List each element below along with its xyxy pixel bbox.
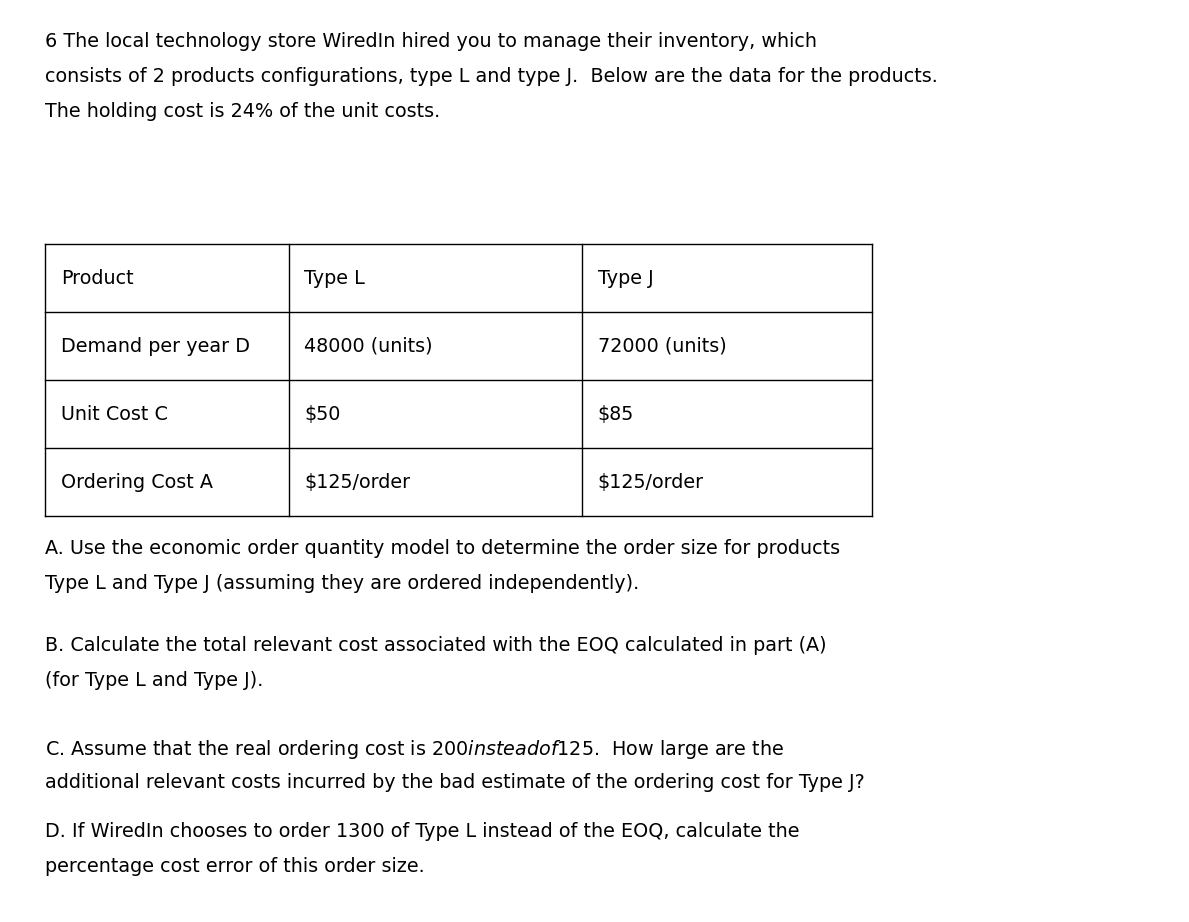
Text: $85: $85	[598, 405, 634, 424]
Text: $50: $50	[304, 405, 341, 424]
Text: C. Assume that the real ordering cost is $200 instead of $125.  How large are th: C. Assume that the real ordering cost is…	[45, 738, 785, 761]
Text: Product: Product	[61, 269, 133, 288]
Text: D. If WiredIn chooses to order 1300 of Type L instead of the EOQ, calculate the: D. If WiredIn chooses to order 1300 of T…	[45, 822, 800, 842]
Text: $125/order: $125/order	[304, 473, 410, 491]
Text: Type L and Type J (assuming they are ordered independently).: Type L and Type J (assuming they are ord…	[45, 574, 640, 594]
Text: additional relevant costs incurred by the bad estimate of the ordering cost for : additional relevant costs incurred by th…	[45, 773, 864, 792]
Text: Ordering Cost A: Ordering Cost A	[61, 473, 213, 491]
Text: The holding cost is 24% of the unit costs.: The holding cost is 24% of the unit cost…	[45, 102, 440, 122]
Text: percentage cost error of this order size.: percentage cost error of this order size…	[45, 857, 424, 877]
Text: 72000 (units): 72000 (units)	[598, 337, 726, 356]
Text: $125/order: $125/order	[598, 473, 704, 491]
Text: Demand per year D: Demand per year D	[61, 337, 250, 356]
Text: Type L: Type L	[304, 269, 365, 288]
Text: 6 The local technology store WiredIn hired you to manage their inventory, which: 6 The local technology store WiredIn hir…	[45, 32, 817, 52]
Text: B. Calculate the total relevant cost associated with the EOQ calculated in part : B. Calculate the total relevant cost ass…	[45, 636, 826, 656]
Text: consists of 2 products configurations, type L and type J.  Below are the data fo: consists of 2 products configurations, t…	[45, 67, 938, 87]
Text: Unit Cost C: Unit Cost C	[61, 405, 168, 424]
Text: (for Type L and Type J).: (for Type L and Type J).	[45, 671, 264, 691]
Text: A. Use the economic order quantity model to determine the order size for product: A. Use the economic order quantity model…	[45, 539, 841, 559]
Text: Type J: Type J	[598, 269, 654, 288]
Text: 48000 (units): 48000 (units)	[304, 337, 433, 356]
